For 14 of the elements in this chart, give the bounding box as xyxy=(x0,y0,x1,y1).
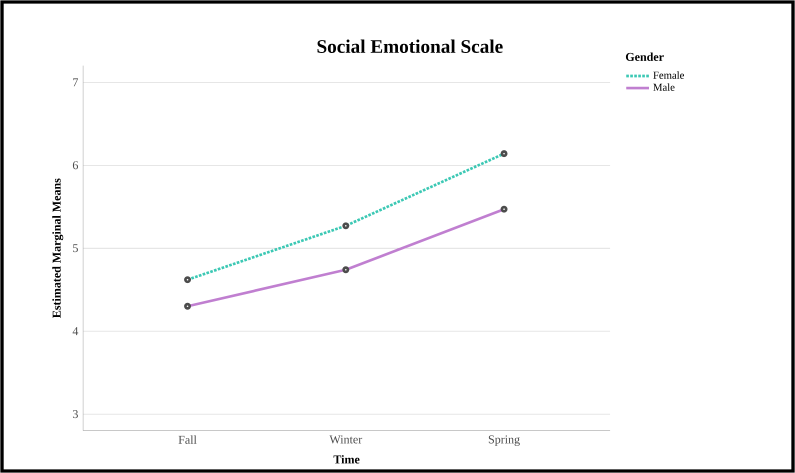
x-tick-label: Winter xyxy=(329,435,362,444)
legend-title: Gender xyxy=(626,52,664,61)
y-axis-title: Estimated Marginal Means xyxy=(52,178,64,318)
y-tick-label: 3 xyxy=(72,410,78,418)
x-tick-label: Fall xyxy=(178,435,197,444)
x-tick-label: Spring xyxy=(488,435,520,446)
y-tick-label: 5 xyxy=(73,244,78,252)
x-axis-title: Time xyxy=(334,455,360,464)
y-tick-label: 4 xyxy=(72,327,78,336)
chart-title: Social Emotional Scale xyxy=(318,39,503,53)
y-tick-label: 7 xyxy=(73,78,78,86)
legend-label: Male xyxy=(653,83,675,91)
legend-label: Female xyxy=(653,71,684,79)
y-tick-label: 6 xyxy=(72,161,78,170)
